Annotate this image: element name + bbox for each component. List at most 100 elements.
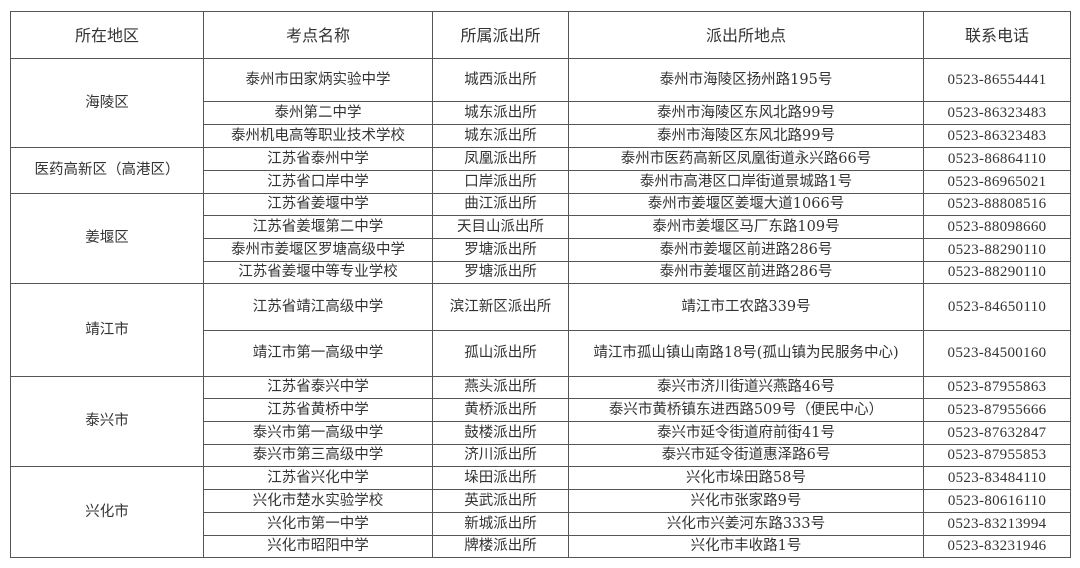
table-row: 江苏省口岸中学 口岸派出所 泰州市高港区口岸街道景城路1号 0523-86965021: [11, 170, 1071, 194]
school-cell: 兴化市第一中学: [203, 512, 433, 536]
school-cell: 泰州机电高等职业技术学校: [203, 124, 433, 148]
station-cell: 牌楼派出所: [432, 535, 569, 558]
header-region: 所在地区: [10, 11, 204, 59]
station-cell: 燕头派出所: [432, 376, 569, 399]
phone-cell: 0523-84650110: [923, 283, 1071, 331]
phone-cell: 0523-88098660: [923, 215, 1071, 239]
header-phone: 联系电话: [923, 11, 1071, 59]
phone-cell: 0523-87955853: [923, 444, 1071, 467]
phone-cell: 0523-87955863: [923, 376, 1071, 399]
school-cell: 泰兴市第三高级中学: [203, 444, 433, 467]
address-cell: 泰兴市济川街道兴燕路46号: [568, 376, 924, 399]
station-cell: 城东派出所: [432, 124, 569, 148]
phone-cell: 0523-86965021: [923, 170, 1071, 194]
phone-cell: 0523-86864110: [923, 147, 1071, 171]
phone-cell: 0523-83213994: [923, 512, 1071, 536]
school-cell: 泰兴市第一高级中学: [203, 421, 433, 445]
table-row: 兴化市 江苏省兴化中学 垛田派出所 兴化市垛田路58号 0523-83484110: [10, 466, 1071, 558]
address-cell: 兴化市垛田路58号: [568, 466, 924, 490]
phone-cell: 0523-87632847: [923, 421, 1071, 445]
header-school: 考点名称: [203, 11, 433, 59]
address-cell: 泰兴市延令街道府前街41号: [568, 421, 924, 445]
station-cell: 口岸派出所: [432, 170, 569, 194]
address-cell: 兴化市张家路9号: [568, 489, 924, 513]
station-cell: 曲江派出所: [432, 193, 569, 216]
phone-cell: 0523-88808516: [923, 193, 1071, 216]
station-cell: 英武派出所: [432, 489, 569, 513]
station-cell: 罗塘派出所: [432, 261, 569, 284]
address-cell: 泰州市姜堰区前进路286号: [568, 238, 924, 262]
region-cell: 姜堰区: [10, 193, 204, 284]
address-cell: 泰州市姜堰区马厂东路109号: [568, 215, 924, 239]
address-cell: 靖江市孤山镇山南路18号(孤山镇为民服务中心): [568, 330, 924, 377]
school-cell: 泰州第二中学: [203, 101, 433, 125]
phone-cell: 0523-86323483: [923, 124, 1071, 148]
phone-cell: 0523-88290110: [923, 238, 1071, 262]
phone-cell: 0523-84500160: [923, 330, 1071, 377]
header-address: 派出所地点: [568, 11, 924, 59]
header-row: 所在地区 考点名称 所属派出所 派出所地点 联系电话: [10, 11, 1071, 59]
school-cell: 兴化市昭阳中学: [203, 535, 433, 558]
station-cell: 鼓楼派出所: [432, 421, 569, 445]
address-cell: 泰州市海陵区东风北路99号: [568, 101, 924, 125]
station-cell: 新城派出所: [432, 512, 569, 536]
address-cell: 泰兴市黄桥镇东进西路509号（便民中心）: [568, 398, 924, 422]
school-cell: 江苏省姜堰第二中学: [203, 215, 433, 239]
table-row: 兴化市第一中学 新城派出所 兴化市兴姜河东路333号 0523-83213994: [11, 512, 1071, 536]
table-row: 江苏省姜堰第二中学 天目山派出所 泰州市姜堰区马厂东路109号 0523-880986…: [11, 215, 1071, 239]
station-cell: 凤凰派出所: [432, 147, 569, 171]
address-cell: 靖江市工农路339号: [568, 283, 924, 331]
school-cell: 江苏省姜堰中学: [203, 193, 433, 216]
table-row: 泰兴市第三高级中学 济川派出所 泰兴市延令街道惠泽路6号 0523-87955853: [11, 444, 1071, 467]
table-row: 海陵区 泰州市田家炳实验中学 城西派出所 泰州市海陵区扬州路195号 0523-8655…: [10, 58, 1071, 148]
address-cell: 泰州市姜堰区前进路286号: [568, 261, 924, 284]
station-cell: 黄桥派出所: [432, 398, 569, 422]
station-cell: 罗塘派出所: [432, 238, 569, 262]
address-cell: 泰州市姜堰区姜堰大道1066号: [568, 193, 924, 216]
address-cell: 泰州市医药高新区凤凰街道永兴路66号: [568, 147, 924, 171]
table-row: 泰兴市 江苏省泰兴中学 燕头派出所 泰兴市济川街道兴燕路46号 0523-8795586…: [10, 376, 1071, 467]
region-cell: 医药高新区（高港区）: [10, 147, 204, 194]
station-cell: 城东派出所: [432, 101, 569, 125]
school-cell: 靖江市第一高级中学: [203, 330, 433, 377]
station-cell: 城西派出所: [432, 58, 569, 102]
phone-cell: 0523-80616110: [923, 489, 1071, 513]
phone-cell: 0523-88290110: [923, 261, 1071, 284]
region-cell: 靖江市: [10, 283, 204, 377]
station-cell: 滨江新区派出所: [432, 283, 569, 331]
school-cell: 江苏省姜堰中等专业学校: [203, 261, 433, 284]
exam-site-police-table: 所在地区 考点名称 所属派出所 派出所地点 联系电话 海陵区 泰州市田家炳实验中学…: [10, 11, 1071, 558]
school-cell: 江苏省泰州中学: [203, 147, 433, 171]
phone-cell: 0523-86323483: [923, 101, 1071, 125]
address-cell: 泰州市海陵区东风北路99号: [568, 124, 924, 148]
station-cell: 天目山派出所: [432, 215, 569, 239]
address-cell: 兴化市兴姜河东路333号: [568, 512, 924, 536]
table-row: 靖江市 江苏省靖江高级中学 滨江新区派出所 靖江市工农路339号 0523-846501…: [10, 283, 1071, 377]
station-cell: 济川派出所: [432, 444, 569, 467]
address-cell: 兴化市丰收路1号: [568, 535, 924, 558]
school-cell: 泰州市姜堰区罗塘高级中学: [203, 238, 433, 262]
address-cell: 泰州市海陵区扬州路195号: [568, 58, 924, 102]
school-cell: 泰州市田家炳实验中学: [203, 58, 433, 102]
table-row: 泰州机电高等职业技术学校 城东派出所 泰州市海陵区东风北路99号 0523-86323…: [11, 124, 1071, 148]
table-row: 江苏省姜堰中等专业学校 罗塘派出所 泰州市姜堰区前进路286号 0523-882901…: [11, 261, 1071, 284]
table-row: 泰州第二中学 城东派出所 泰州市海陵区东风北路99号 0523-86323483: [11, 101, 1071, 125]
school-cell: 江苏省兴化中学: [203, 466, 433, 490]
school-cell: 江苏省泰兴中学: [203, 376, 433, 399]
table-row: 医药高新区（高港区） 江苏省泰州中学 凤凰派出所 泰州市医药高新区凤凰街道永兴路66号…: [10, 147, 1071, 194]
table-row: 兴化市昭阳中学 牌楼派出所 兴化市丰收路1号 0523-83231946: [11, 535, 1071, 558]
station-cell: 垛田派出所: [432, 466, 569, 490]
region-cell: 泰兴市: [10, 376, 204, 467]
station-cell: 孤山派出所: [432, 330, 569, 377]
phone-cell: 0523-83484110: [923, 466, 1071, 490]
table-body: 海陵区 泰州市田家炳实验中学 城西派出所 泰州市海陵区扬州路195号 0523-8655…: [10, 58, 1071, 558]
school-cell: 江苏省靖江高级中学: [203, 283, 433, 331]
table-row: 姜堰区 江苏省姜堰中学 曲江派出所 泰州市姜堰区姜堰大道1066号 0523-88808…: [10, 193, 1071, 284]
region-cell: 海陵区: [10, 58, 204, 148]
address-cell: 泰州市高港区口岸街道景城路1号: [568, 170, 924, 194]
table-row: 靖江市第一高级中学 孤山派出所 靖江市孤山镇山南路18号(孤山镇为民服务中心) 052…: [11, 330, 1071, 377]
phone-cell: 0523-86554441: [923, 58, 1071, 102]
phone-cell: 0523-87955666: [923, 398, 1071, 422]
region-cell: 兴化市: [10, 466, 204, 558]
school-cell: 兴化市楚水实验学校: [203, 489, 433, 513]
